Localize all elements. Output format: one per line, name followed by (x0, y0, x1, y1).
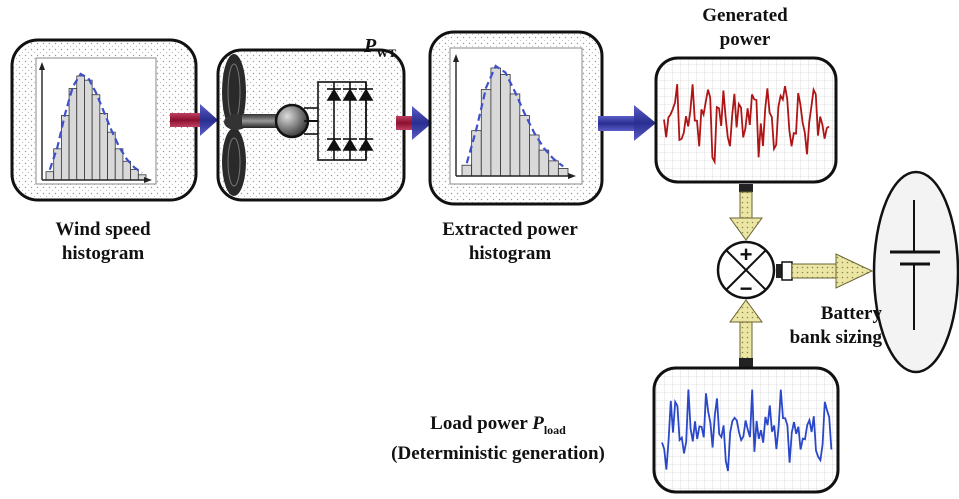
load-power-prefix: Load power (430, 413, 533, 434)
wind-speed-label-line2: histogram (61, 243, 145, 264)
load-power-label-line2: (Deterministic generation) (391, 442, 605, 464)
wind-speed-histogram-bar (84, 79, 93, 181)
extracted-power-histogram-bar (538, 149, 550, 177)
wind-speed-histogram-bar (91, 94, 101, 181)
wind-speed-histogram-box (10, 38, 198, 202)
extracted-power-histogram-bar (480, 89, 492, 177)
flow-arrow-1 (170, 104, 218, 136)
extracted-power-histogram-bar (509, 93, 521, 177)
load-power-box (652, 366, 840, 494)
wind-speed-histogram-bar (130, 169, 139, 181)
extracted-power-histogram-bar (500, 74, 511, 177)
generated-to-summer-arrow (729, 184, 763, 241)
wind-speed-histogram-bar (99, 113, 108, 181)
wind-speed-histogram-bar (76, 75, 85, 181)
generated-power-box (654, 56, 838, 184)
flow-arrow-2 (396, 106, 432, 140)
summing-minus-sign: − (740, 276, 753, 301)
flow-arrow-3 (598, 105, 656, 141)
summing-plus-sign: + (740, 242, 753, 267)
extracted-power-histogram-box (428, 30, 604, 206)
wind-speed-histogram-bar (68, 88, 78, 181)
wind-speed-histogram-bar (107, 131, 116, 181)
load-power-label: Load power Pload (Deterministic generati… (356, 412, 640, 466)
extracted-power-histogram-bar (557, 168, 569, 177)
battery-label-line1: Battery (820, 303, 882, 324)
summer-to-battery-arrow (776, 253, 874, 289)
extracted-power-histogram-label: Extracted power histogram (410, 218, 610, 266)
battery-label-line2: bank sizing (789, 327, 882, 348)
turbine-icon (222, 54, 318, 196)
extracted-power-histogram-envelope (465, 64, 564, 168)
generated-power-label: Generated power (670, 4, 820, 52)
load-power-label-line1: Load power Pload (356, 412, 640, 442)
battery-bank-icon (872, 170, 959, 374)
wind-speed-histogram-bar (114, 148, 124, 181)
wind-speed-x-axis-arrowhead (144, 177, 152, 183)
extracted-power-y-axis-arrowhead (453, 54, 459, 62)
generated-power-label-line2: power (719, 29, 771, 50)
load-to-summer-arrow (729, 299, 763, 368)
p-wt-label: PWT (364, 34, 396, 65)
extracted-power-x-axis-arrowhead (568, 173, 576, 179)
wind-speed-histogram-label: Wind speed histogram (8, 218, 198, 266)
wind-speed-y-axis-arrowhead (39, 62, 45, 70)
p-wt-symbol: P (364, 35, 377, 57)
load-power-trace (661, 389, 833, 472)
summing-junction: + − (716, 240, 776, 301)
extracted-power-histogram-bar (529, 134, 540, 177)
load-power-subscript: load (543, 422, 566, 437)
battery-bank-sizing-label: Battery bank sizing (762, 302, 882, 350)
wind-speed-histogram-bar (45, 171, 55, 181)
generated-power-label-line1: Generated (702, 5, 788, 26)
extracted-power-label-line2: histogram (468, 243, 552, 264)
extracted-power-histogram-bar (461, 164, 473, 177)
load-power-symbol: P (532, 413, 544, 434)
generated-power-trace (663, 84, 830, 166)
wind-speed-histogram-bar (122, 160, 132, 181)
extracted-power-label-line1: Extracted power (442, 219, 578, 240)
wind-turbine-rectifier-box (216, 48, 406, 202)
wind-speed-histogram-envelope (48, 72, 143, 174)
extracted-power-histogram-bar (490, 67, 501, 177)
wind-speed-label-line1: Wind speed (55, 219, 151, 240)
extracted-power-histogram-bar (548, 160, 559, 177)
p-wt-subscript: WT (376, 46, 397, 60)
rectifier-bridge-icon (304, 81, 374, 161)
extracted-power-histogram-bar (519, 115, 530, 177)
